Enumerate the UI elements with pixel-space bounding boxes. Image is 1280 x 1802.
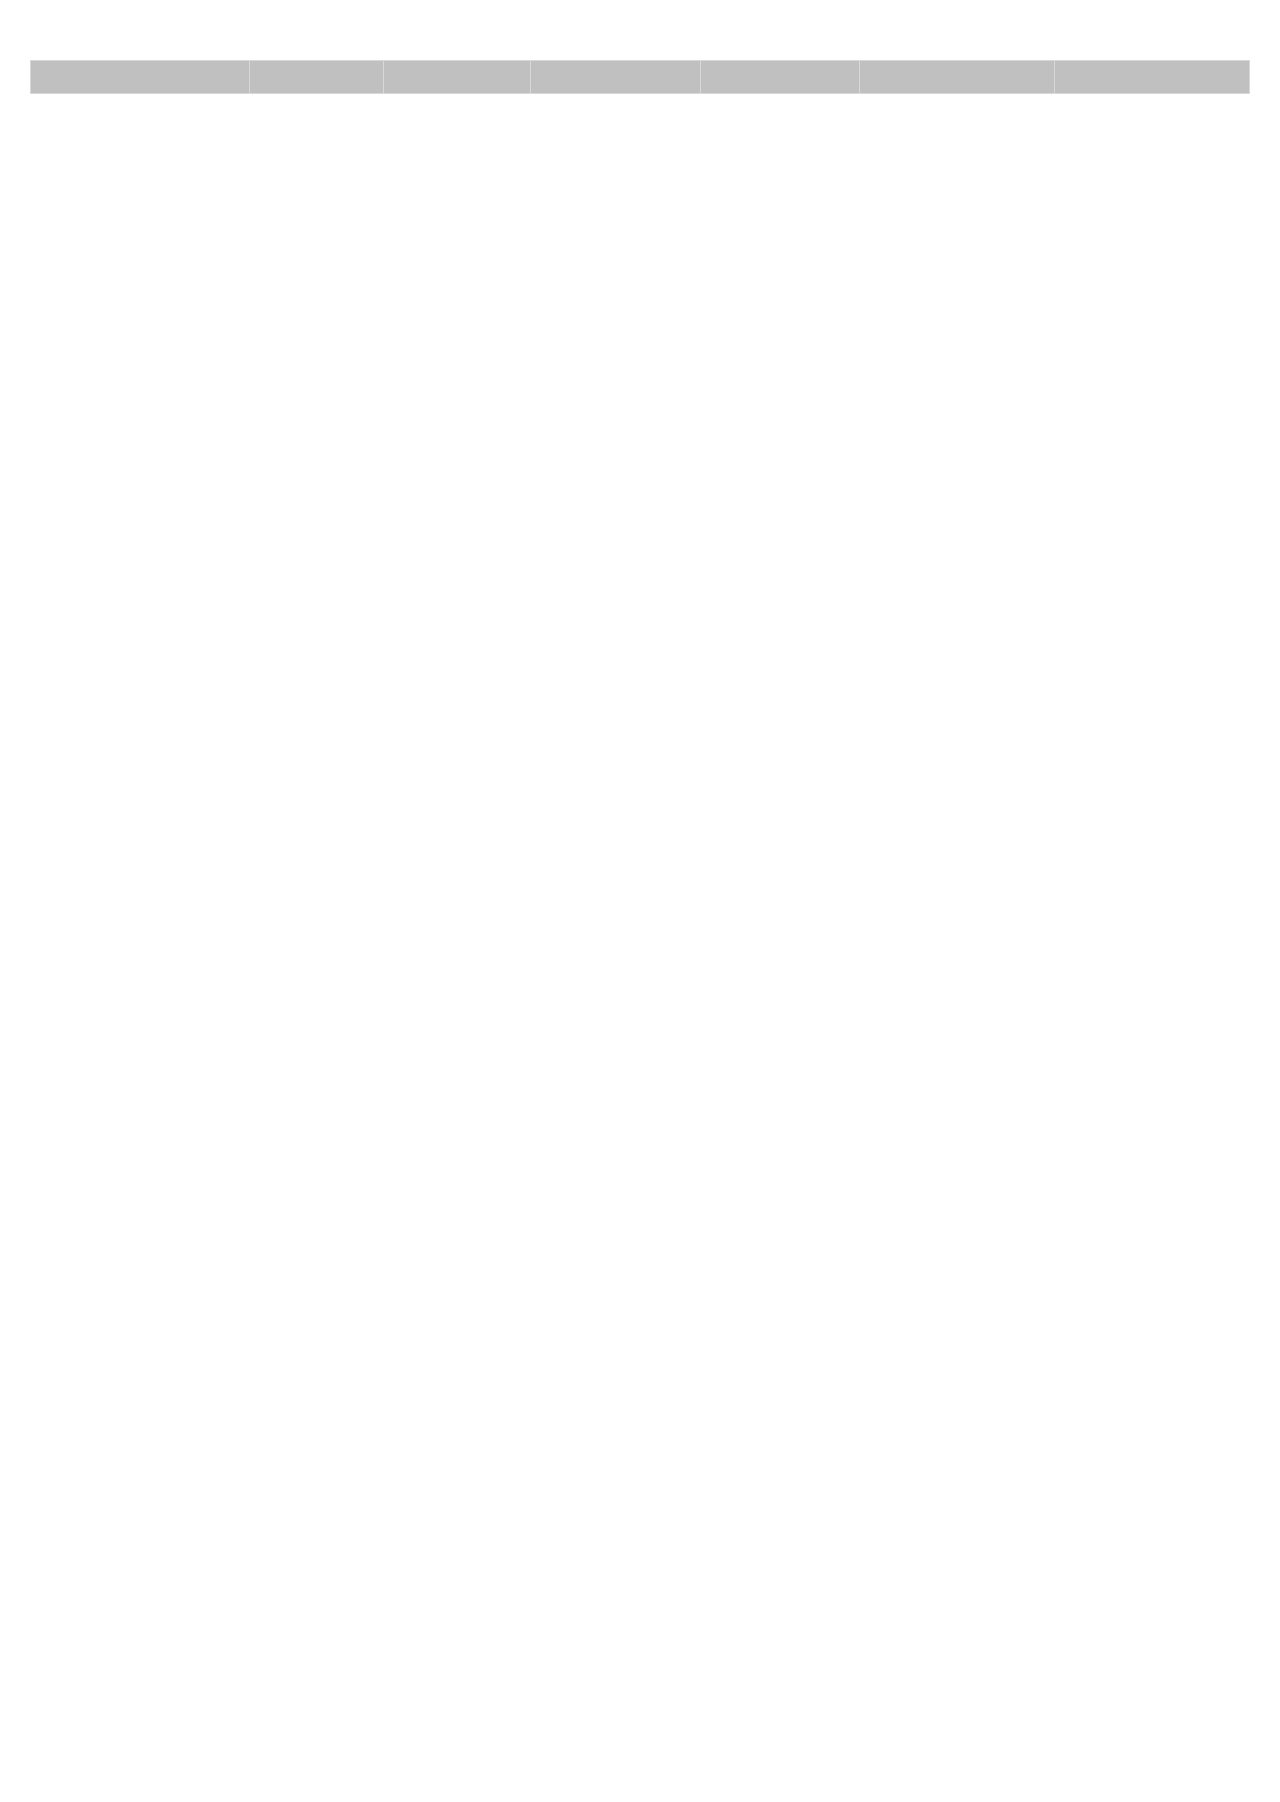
products-table [30,60,1250,94]
col-additivi [1054,61,1249,94]
col-prodotto [31,61,250,94]
col-prezzo [250,61,384,94]
col-origine [384,61,530,94]
col-vitc [859,61,1054,94]
col-frutta [701,61,859,94]
col-zuccheri [530,61,701,94]
table-header-row [31,61,1250,94]
